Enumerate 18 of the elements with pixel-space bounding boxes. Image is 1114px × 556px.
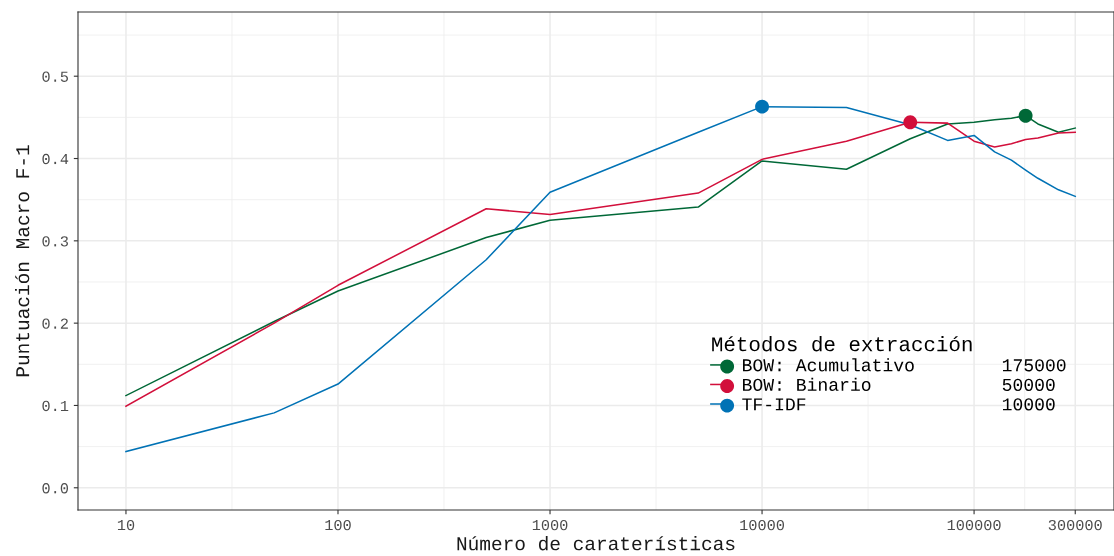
- legend-label: BOW: Binario 50000: [743, 377, 1055, 391]
- y-tick-label: 0.3: [42, 236, 68, 247]
- x-tick-label: 100000: [947, 519, 1001, 531]
- y-tick-label: 0.1: [42, 400, 69, 412]
- x-tick-label: 10: [117, 519, 135, 531]
- x-axis-title: Número de caraterísticas: [457, 536, 735, 551]
- y-tick-label: 0.5: [42, 71, 68, 82]
- x-tick-label: 10000: [740, 519, 785, 531]
- legend-title: Métodos de extracción: [712, 336, 972, 352]
- x-tick-label: 100: [325, 519, 351, 531]
- legend-label: TF-IDF 10000: [742, 398, 1055, 411]
- x-tick-label: 1000: [532, 519, 568, 531]
- y-tick-label: 0.4: [42, 153, 69, 165]
- y-tick-label: 0.2: [42, 318, 68, 329]
- y-axis-title: Puntuación Macro F-1: [15, 145, 30, 377]
- y-tick-label: 0.0: [42, 483, 69, 494]
- legend-label: BOW: Acumulativo 175000: [743, 358, 1066, 372]
- x-tick-label: 300000: [1048, 519, 1102, 531]
